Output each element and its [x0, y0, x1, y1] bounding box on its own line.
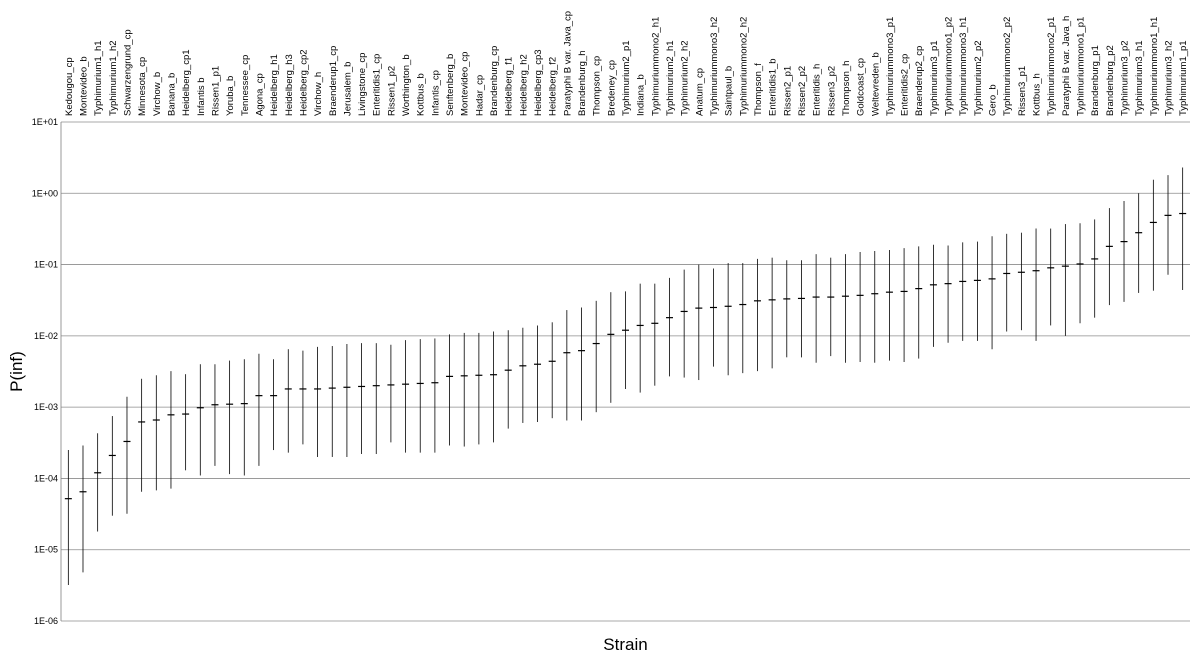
- x-tick-label: Typhimurium2_h2: [680, 40, 691, 116]
- x-tick-label: Heidelberg_cp1: [181, 49, 192, 116]
- x-tick-label: Worthington_b: [401, 54, 412, 116]
- x-tick-label: Heidelberg_h1: [269, 54, 280, 116]
- x-tick-label: Bredeney_cp: [606, 60, 617, 116]
- y-tick-label: 1E-01: [34, 260, 58, 270]
- x-tick-label: Rissen3_p1: [1017, 66, 1028, 116]
- x-tick-label: Enteritidis2_cp: [900, 54, 911, 116]
- x-tick-label: Livingstone_cp: [357, 53, 368, 116]
- x-tick-label: Rissen1_p2: [386, 66, 397, 116]
- x-axis-tick-labels: Kedougou_cp Montevideo_b Typhimurium1_h1 Ty…: [64, 11, 1189, 116]
- x-tick-label: Heidelberg_h2: [518, 54, 529, 116]
- x-tick-label: Typhimuriummono2_h2: [738, 17, 749, 116]
- y-axis-ticks: 1E-06 1E-05 1E-04 1E-03 1E-02 1E-01 1E+00 1E+01: [32, 117, 58, 626]
- x-tick-label: Enteritidis1_cp: [372, 54, 383, 116]
- x-tick-label: Heidelberg_f2: [548, 57, 559, 116]
- x-tick-label: Brandenburg_p1: [1090, 45, 1101, 116]
- x-tick-label: Heidelberg_f1: [504, 57, 515, 116]
- x-tick-label: Kedougou_cp: [64, 57, 75, 116]
- x-tick-label: Montevideo_b: [78, 56, 89, 116]
- x-tick-label: Typhimurium2_p2: [973, 40, 984, 116]
- x-tick-label: Rissen2_p1: [782, 66, 793, 116]
- y-tick-label: 1E-03: [34, 402, 58, 412]
- x-tick-label: Jerusalem_b: [342, 62, 353, 116]
- x-tick-label: Thompson_cp: [592, 56, 603, 116]
- x-tick-label: Brandenburg_h: [577, 51, 588, 117]
- x-tick-label: Tennessee_cp: [240, 55, 251, 116]
- x-tick-label: Virchow_b: [152, 72, 163, 116]
- x-tick-label: Brandenburg_cp: [489, 46, 500, 116]
- x-tick-label: Thompson_h: [841, 61, 852, 116]
- y-tick-label: 1E-05: [34, 545, 58, 555]
- x-tick-label: Typhimuriummono2_h1: [650, 17, 661, 116]
- y-tick-label: 1E+01: [32, 117, 58, 127]
- y-tick-label: 1E-04: [34, 473, 58, 483]
- x-tick-label: Heidelberg_cp3: [533, 49, 544, 116]
- x-tick-label: Typhimurium3_h1: [1134, 40, 1145, 116]
- x-tick-label: Heidelberg_h3: [284, 54, 295, 116]
- x-tick-label: Enteritidis_h: [812, 64, 823, 116]
- y-axis-title: P(inf): [7, 351, 26, 392]
- x-tick-label: Typhimuriummono3_h1: [958, 17, 969, 116]
- x-tick-label: Virchow_h: [313, 72, 324, 116]
- x-tick-label: Rissen1_p1: [210, 66, 221, 116]
- x-tick-label: Rissen2_p2: [797, 66, 808, 116]
- x-tick-label: Minnesota_cp: [137, 57, 148, 116]
- x-tick-label: Rissen3_p2: [826, 66, 837, 116]
- x-tick-label: Kottbus_b: [416, 73, 427, 116]
- x-tick-label: Thompson_f: [753, 63, 764, 116]
- x-tick-label: Typhimurium3_h2: [1164, 40, 1175, 116]
- x-tick-label: Typhimuriummono3_h2: [709, 17, 720, 116]
- x-tick-label: Typhimuriummono2_p2: [1002, 17, 1013, 116]
- x-tick-label: Typhimuriummono1_p2: [944, 17, 955, 116]
- x-tick-label: Senftenberg_b: [445, 54, 456, 116]
- x-tick-label: Gero_b: [988, 84, 999, 116]
- x-tick-label: Banana_b: [166, 73, 177, 116]
- x-tick-label: Typhimuriummono1_h1: [1149, 17, 1160, 116]
- x-tick-label: Kottbus_h: [1032, 73, 1043, 116]
- x-tick-label: Infantis b: [196, 77, 207, 116]
- x-tick-label: Heidelberg_cp2: [298, 49, 309, 116]
- y-tick-label: 1E-06: [34, 616, 58, 626]
- x-tick-label: Montevideo_cp: [460, 52, 471, 116]
- x-tick-label: Agona_cp: [254, 73, 265, 116]
- y-tick-label: 1E-02: [34, 331, 58, 341]
- x-tick-label: Yoruba_b: [225, 76, 236, 116]
- x-tick-label: Typhimurium2_h1: [665, 40, 676, 116]
- x-tick-label: Anatum_cp: [694, 68, 705, 116]
- x-axis-title: Strain: [603, 635, 647, 654]
- error-bars: [64, 167, 1187, 585]
- x-tick-label: Saintpaul_b: [724, 66, 735, 116]
- x-tick-label: Typhimuriummono2_p1: [1046, 17, 1057, 116]
- x-tick-label: Typhimurium3_p2: [1120, 40, 1131, 116]
- x-tick-label: Weltevreden_b: [870, 52, 881, 116]
- x-tick-label: Paratyphi B var. Java_h: [1061, 16, 1072, 116]
- x-tick-label: Typhimurium2_p1: [621, 40, 632, 116]
- x-tick-label: Typhimuriummono1_p1: [1076, 17, 1087, 116]
- x-tick-label: Typhimurium1_h2: [108, 40, 119, 116]
- x-tick-label: Goldcoast_cp: [856, 58, 867, 116]
- x-tick-label: Infantis_cp: [430, 70, 441, 116]
- x-tick-label: Brandenburg_p2: [1105, 45, 1116, 116]
- x-tick-label: Paratyphi B var. Java_cp: [562, 11, 573, 116]
- x-tick-label: Typhimurium3_p1: [929, 40, 940, 116]
- x-tick-label: Typhimuriummono3_p1: [885, 17, 896, 116]
- y-tick-label: 1E+00: [32, 188, 58, 198]
- x-tick-label: Enteritidis1_b: [768, 58, 779, 116]
- x-tick-label: Schwarzengrund_cp: [122, 29, 133, 116]
- x-tick-label: Braenderup2_cp: [914, 46, 925, 116]
- x-tick-label: Typhimurium1_h1: [93, 40, 104, 116]
- x-tick-label: Braenderup1_cp: [328, 46, 339, 116]
- x-tick-label: Indiana_b: [636, 74, 647, 116]
- x-tick-label: Typhimurium1_p1: [1178, 40, 1189, 116]
- x-tick-label: Hadar_cp: [474, 75, 485, 116]
